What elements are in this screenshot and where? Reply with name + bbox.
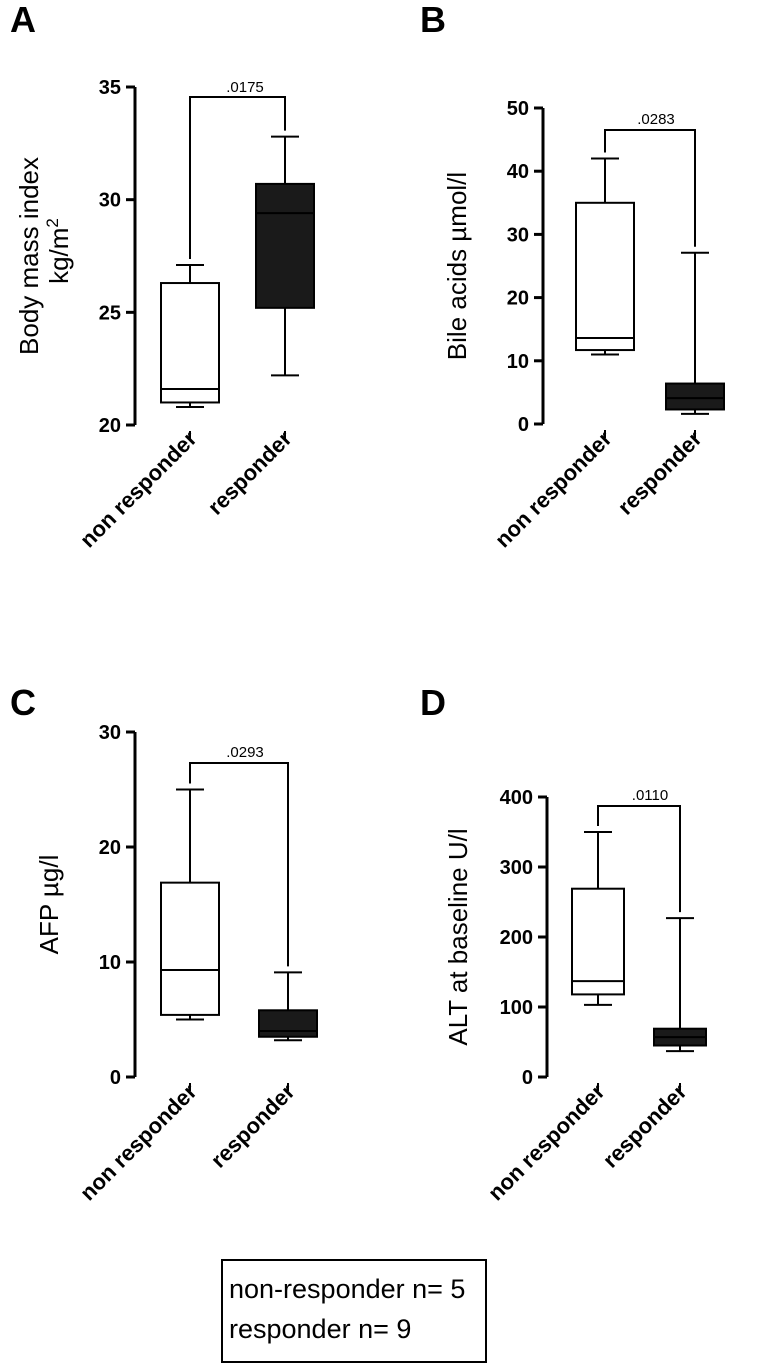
panel-letter: A: [10, 0, 36, 40]
y-tick-label: 30: [507, 224, 529, 246]
y-tick-label: 20: [99, 415, 121, 437]
y-tick-label: 50: [507, 98, 529, 120]
y-axis-title: Body mass index: [14, 157, 44, 355]
y-tick-label: 100: [500, 997, 533, 1019]
box-non-responder: [160, 788, 220, 1021]
box-non-responder: [575, 157, 635, 356]
box-non-responder: [571, 831, 625, 1006]
panel-D: D 0 100 200 300 400 ALT at baseline U/l non res…: [420, 682, 707, 1206]
y-tick-label: 30: [99, 722, 121, 744]
box-iqr: [665, 382, 725, 411]
y-tick-label: 0: [518, 414, 529, 436]
box-iqr: [160, 282, 220, 404]
panel-C: C 0 10 20 30 AFP µg/l non responder responder .0…: [10, 682, 318, 1206]
box-iqr: [575, 201, 635, 352]
y-tick-label: 35: [99, 77, 121, 99]
panel-A: A 20 25 30 35 Body mass index kg/m2 non respond…: [10, 0, 315, 553]
y-tick-label: 300: [500, 857, 533, 879]
x-category-label: non responder: [490, 426, 617, 553]
y-tick-label: 20: [99, 837, 121, 859]
y-axis-unit-superscript: 2: [43, 218, 62, 227]
legend-line-responder: responder n= 9: [229, 1314, 412, 1344]
y-tick-label: 10: [507, 351, 529, 373]
x-category-label: responder: [613, 426, 707, 520]
x-category-label: non responder: [75, 426, 202, 553]
y-axis-title: ALT at baseline U/l: [443, 828, 473, 1045]
panel-letter: B: [420, 0, 446, 40]
legend-line-non-responder: non-responder n= 5: [229, 1274, 466, 1304]
box-iqr: [160, 881, 220, 1016]
y-tick-label: 20: [507, 288, 529, 310]
x-category-label: responder: [206, 1079, 300, 1173]
box-responder: [653, 917, 707, 1053]
panel-letter: D: [420, 682, 446, 723]
y-tick-label: 0: [110, 1067, 121, 1089]
y-axis-unit-base: kg/m: [44, 228, 74, 284]
x-category-label: non responder: [483, 1079, 610, 1206]
significance-bracket: [189, 762, 289, 967]
x-category-label: responder: [598, 1079, 692, 1173]
y-tick-label: 40: [507, 161, 529, 183]
box-responder: [255, 135, 315, 377]
x-category-label: non responder: [75, 1079, 202, 1206]
box-responder: [665, 251, 725, 415]
box-iqr: [571, 887, 625, 996]
p-value-label: .0283: [637, 111, 675, 128]
box-non-responder: [160, 264, 220, 408]
box-iqr: [255, 182, 315, 309]
y-tick-label: 400: [500, 787, 533, 809]
p-value-label: .0293: [226, 744, 264, 761]
y-tick-label: 30: [99, 190, 121, 212]
y-tick-label: 10: [99, 952, 121, 974]
significance-bracket: [597, 805, 681, 913]
panel-letter: C: [10, 682, 36, 723]
y-tick-label: 200: [500, 927, 533, 949]
significance-bracket: [604, 129, 696, 247]
x-category-label: responder: [203, 426, 297, 520]
panel-B: B 0 10 20 30 40 50 Bile acids µmol/l non respond…: [420, 0, 725, 553]
legend-box: non-responder n= 5 responder n= 9: [221, 1259, 487, 1363]
y-tick-label: 0: [522, 1067, 533, 1089]
p-value-label: .0175: [226, 79, 264, 96]
y-axis-title: Bile acids µmol/l: [442, 172, 472, 360]
p-value-label: .0110: [632, 787, 668, 804]
box-iqr: [258, 1009, 318, 1038]
y-axis-unit: kg/m2: [43, 218, 74, 284]
significance-bracket: [189, 96, 286, 260]
y-axis-title: AFP µg/l: [34, 855, 64, 955]
y-tick-label: 25: [99, 302, 121, 324]
box-responder: [258, 971, 318, 1042]
